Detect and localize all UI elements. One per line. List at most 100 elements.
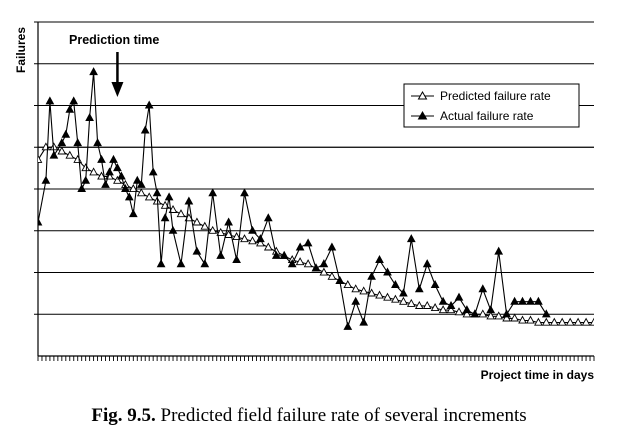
data-point bbox=[494, 246, 504, 255]
data-point bbox=[124, 192, 134, 201]
data-point bbox=[148, 167, 158, 176]
data-point bbox=[65, 150, 75, 159]
data-point bbox=[160, 213, 170, 222]
data-point bbox=[510, 296, 519, 305]
data-point bbox=[117, 171, 126, 180]
data-point bbox=[144, 100, 154, 109]
data-point bbox=[232, 255, 241, 264]
x-axis-ticks bbox=[37, 356, 595, 361]
data-point bbox=[49, 150, 59, 159]
data-point bbox=[430, 280, 440, 289]
data-point bbox=[287, 259, 297, 268]
series-actual bbox=[38, 67, 551, 330]
data-point bbox=[57, 138, 67, 147]
data-point bbox=[319, 267, 329, 276]
data-point bbox=[541, 317, 551, 326]
data-point bbox=[502, 313, 511, 322]
data-point bbox=[200, 259, 210, 268]
data-point bbox=[359, 317, 369, 326]
data-point bbox=[61, 129, 71, 138]
data-point bbox=[128, 184, 138, 193]
data-point bbox=[414, 284, 424, 293]
figure-caption: Fig. 9.5. Predicted field failure rate o… bbox=[0, 405, 618, 427]
legend-box bbox=[403, 83, 580, 128]
data-point bbox=[77, 184, 87, 193]
data-point bbox=[192, 246, 202, 255]
data-point bbox=[232, 232, 241, 241]
data-point bbox=[573, 317, 583, 326]
data-point bbox=[248, 236, 257, 245]
data-point bbox=[486, 311, 496, 320]
data-point bbox=[97, 171, 106, 180]
data-point bbox=[121, 184, 130, 193]
data-point bbox=[430, 303, 440, 312]
data-point bbox=[200, 221, 210, 230]
data-point bbox=[45, 96, 55, 105]
data-point bbox=[351, 284, 361, 293]
data-point bbox=[343, 280, 353, 289]
data-point bbox=[446, 300, 456, 309]
data-point bbox=[494, 311, 504, 320]
data-point bbox=[156, 259, 166, 268]
data-point bbox=[105, 167, 114, 176]
data-point bbox=[557, 317, 567, 326]
legend-marker-actual bbox=[417, 110, 428, 120]
data-point bbox=[41, 142, 51, 151]
data-point bbox=[263, 242, 273, 251]
data-point bbox=[132, 175, 142, 184]
data-point bbox=[41, 175, 51, 184]
data-point bbox=[335, 275, 345, 284]
data-point bbox=[216, 227, 226, 236]
data-point bbox=[502, 309, 511, 318]
data-point bbox=[295, 257, 305, 266]
data-point bbox=[422, 259, 432, 268]
data-point bbox=[81, 175, 91, 184]
data-point bbox=[422, 300, 432, 309]
prediction-arrow-head bbox=[111, 82, 124, 97]
data-point bbox=[478, 284, 488, 293]
data-point bbox=[93, 138, 102, 147]
data-point bbox=[526, 296, 535, 305]
data-point bbox=[406, 234, 416, 243]
data-point bbox=[391, 280, 400, 289]
data-point bbox=[327, 271, 337, 280]
data-point bbox=[152, 188, 162, 197]
data-point bbox=[208, 225, 218, 234]
data-point bbox=[176, 209, 186, 218]
data-point bbox=[73, 138, 83, 147]
data-point bbox=[367, 288, 376, 297]
data-point bbox=[192, 217, 202, 226]
data-point bbox=[375, 290, 384, 299]
data-point bbox=[97, 154, 106, 163]
data-point bbox=[406, 298, 416, 307]
data-point bbox=[399, 296, 408, 305]
data-point bbox=[208, 188, 218, 197]
data-point bbox=[454, 307, 464, 316]
data-point bbox=[256, 238, 265, 247]
y-axis-title: Failures bbox=[14, 27, 28, 73]
data-point bbox=[391, 294, 400, 303]
data-point bbox=[534, 296, 543, 305]
data-point bbox=[144, 192, 154, 201]
data-point bbox=[486, 305, 496, 314]
data-point bbox=[113, 175, 122, 184]
data-point bbox=[327, 242, 337, 251]
caption-text: Predicted field failure rate of several … bbox=[160, 405, 527, 426]
data-point bbox=[73, 154, 83, 163]
data-point bbox=[164, 192, 174, 201]
data-point bbox=[57, 146, 67, 155]
data-point bbox=[478, 309, 488, 318]
prediction-time-label: Prediction time bbox=[69, 33, 159, 47]
data-point bbox=[85, 113, 94, 122]
data-point bbox=[248, 225, 257, 234]
data-point bbox=[303, 259, 313, 268]
data-point bbox=[319, 259, 329, 268]
data-point bbox=[168, 225, 178, 234]
data-point bbox=[128, 209, 138, 218]
data-point bbox=[367, 271, 376, 280]
data-point bbox=[303, 238, 313, 247]
data-point bbox=[295, 242, 305, 251]
data-point bbox=[136, 179, 146, 188]
data-point bbox=[271, 250, 281, 259]
